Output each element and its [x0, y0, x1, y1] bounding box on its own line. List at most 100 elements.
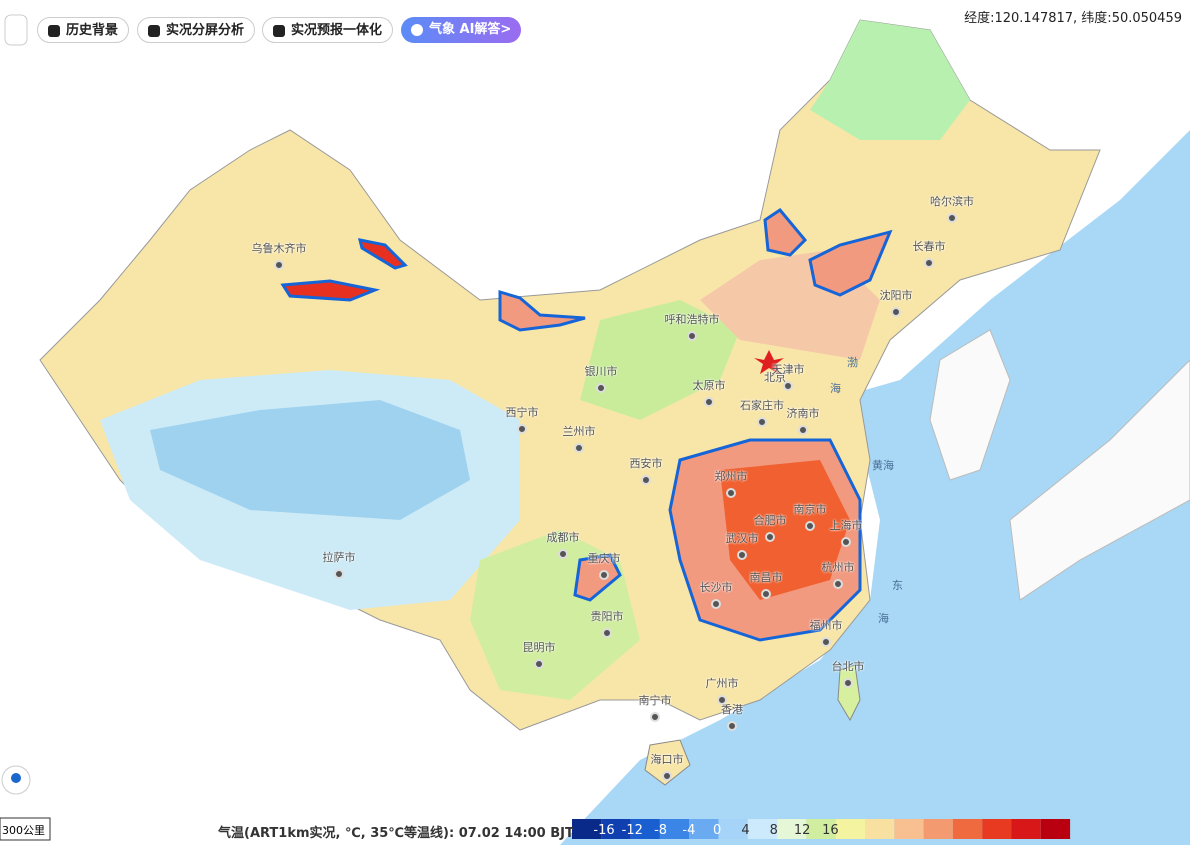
city-label: 台北市 [831, 660, 865, 673]
legend-title: 气温(ART1km实况, ℃, 35℃等温线): 07.02 14:00 BJT [218, 826, 574, 841]
hot-north-2 [808, 229, 893, 297]
city-label: 重庆市 [587, 552, 621, 565]
legend-swatch [835, 819, 865, 839]
city-dot [891, 307, 901, 317]
city-label: 北京 [764, 371, 786, 384]
city-label: 银川市 [584, 365, 618, 378]
legend-swatch [689, 819, 719, 839]
city-dot [761, 589, 771, 599]
city-dot [821, 637, 831, 647]
city-label: 南昌市 [749, 571, 783, 584]
city-dot [274, 260, 284, 270]
city-dot [924, 258, 934, 268]
legend-swatch [952, 819, 983, 839]
hot-turpan [280, 279, 381, 302]
city-label: 西安市 [629, 457, 663, 470]
legend-tick: -8 [654, 823, 667, 838]
legend-swatch [982, 819, 1012, 839]
city-label: 杭州市 [821, 561, 855, 574]
hainan [644, 739, 691, 786]
city-dot [662, 771, 672, 781]
capital-star [754, 350, 784, 374]
city-label: 福州市 [809, 619, 843, 632]
legend-swatch [572, 819, 602, 839]
legend-tick: -16 [593, 823, 614, 838]
city-dot [841, 537, 851, 547]
legend-tick: -12 [622, 823, 643, 838]
menu-icon[interactable] [4, 14, 28, 46]
city-dot [727, 721, 737, 731]
legend-swatch [894, 819, 924, 839]
city-label: 济南市 [786, 407, 820, 420]
city-dot [558, 549, 568, 559]
city-label: 拉萨市 [322, 551, 356, 564]
hot-inner-mongolia [498, 289, 586, 332]
legend-bar: -16 -12 -8 -4 0 4 8 12 16 [572, 819, 1071, 839]
city-dot [334, 569, 344, 579]
sea-label: 海 [878, 612, 889, 625]
city-dot [517, 424, 527, 434]
coordinates: 经度:120.147817, 纬度:50.050459 [964, 11, 1182, 26]
ai-button[interactable]: 气象 AI解答> [401, 17, 522, 43]
locate-icon [11, 773, 21, 783]
city-dot [737, 550, 747, 560]
legend-tick: 12 [794, 823, 811, 838]
green-northeast [810, 20, 970, 140]
city-label: 成都市 [546, 531, 580, 544]
sea-label: 东 [892, 579, 903, 592]
city-dot [783, 381, 793, 391]
city-label: 武汉市 [725, 532, 759, 545]
legend-swatch [601, 819, 631, 839]
city-label: 上海市 [829, 519, 863, 532]
legend-swatch [1040, 819, 1071, 839]
city-dot [534, 659, 544, 669]
legend-tick: 4 [741, 823, 749, 838]
city-dot [805, 521, 815, 531]
city-label: 郑州市 [714, 470, 748, 483]
legend-swatch [630, 819, 660, 839]
city-dot [765, 532, 775, 542]
legend-swatch [777, 819, 807, 839]
city-dot [596, 383, 606, 393]
city-dot [650, 712, 660, 722]
city-dot [687, 331, 697, 341]
city-dot [833, 579, 843, 589]
scale-bar: 300公里 [2, 824, 45, 837]
city-dot [711, 599, 721, 609]
city-label: 哈尔滨市 [930, 195, 974, 208]
split-button[interactable]: 实况分屏分析 [137, 17, 256, 43]
city-dot [599, 570, 609, 580]
city-label: 南京市 [793, 503, 827, 516]
city-dot [757, 417, 767, 427]
city-label: 西宁市 [505, 406, 539, 419]
hot-north-1 [763, 208, 808, 257]
city-label: 昆明市 [522, 641, 556, 654]
city-label: 天津市 [771, 363, 805, 376]
sea-label: 海 [830, 382, 841, 395]
legend-tick: 16 [822, 823, 839, 838]
city-label: 南宁市 [638, 694, 672, 707]
city-label: 香港 [721, 703, 743, 716]
city-label: 呼和浩特市 [664, 313, 720, 326]
legend-swatch [718, 819, 748, 839]
city-dot [704, 397, 714, 407]
forecast-button[interactable]: 实况预报一体化 [262, 17, 394, 43]
city-dot [798, 425, 808, 435]
legend-swatch [747, 819, 778, 839]
city-label: 长沙市 [699, 581, 733, 594]
legend-swatch [865, 819, 895, 839]
city-dot [602, 628, 612, 638]
legend-tick: 8 [770, 823, 778, 838]
city-dot [726, 488, 736, 498]
legend-swatch [659, 819, 690, 839]
hot-xinjiang-2 [357, 238, 408, 270]
history-button[interactable]: 历史背景 [37, 17, 130, 43]
japan [1009, 359, 1190, 601]
city-label: 海口市 [650, 753, 684, 766]
legend-tick: 0 [713, 823, 721, 838]
sea [560, 130, 1190, 845]
city-label: 合肥市 [753, 514, 787, 527]
cold-core [150, 400, 470, 520]
city-label: 沈阳市 [879, 289, 913, 302]
